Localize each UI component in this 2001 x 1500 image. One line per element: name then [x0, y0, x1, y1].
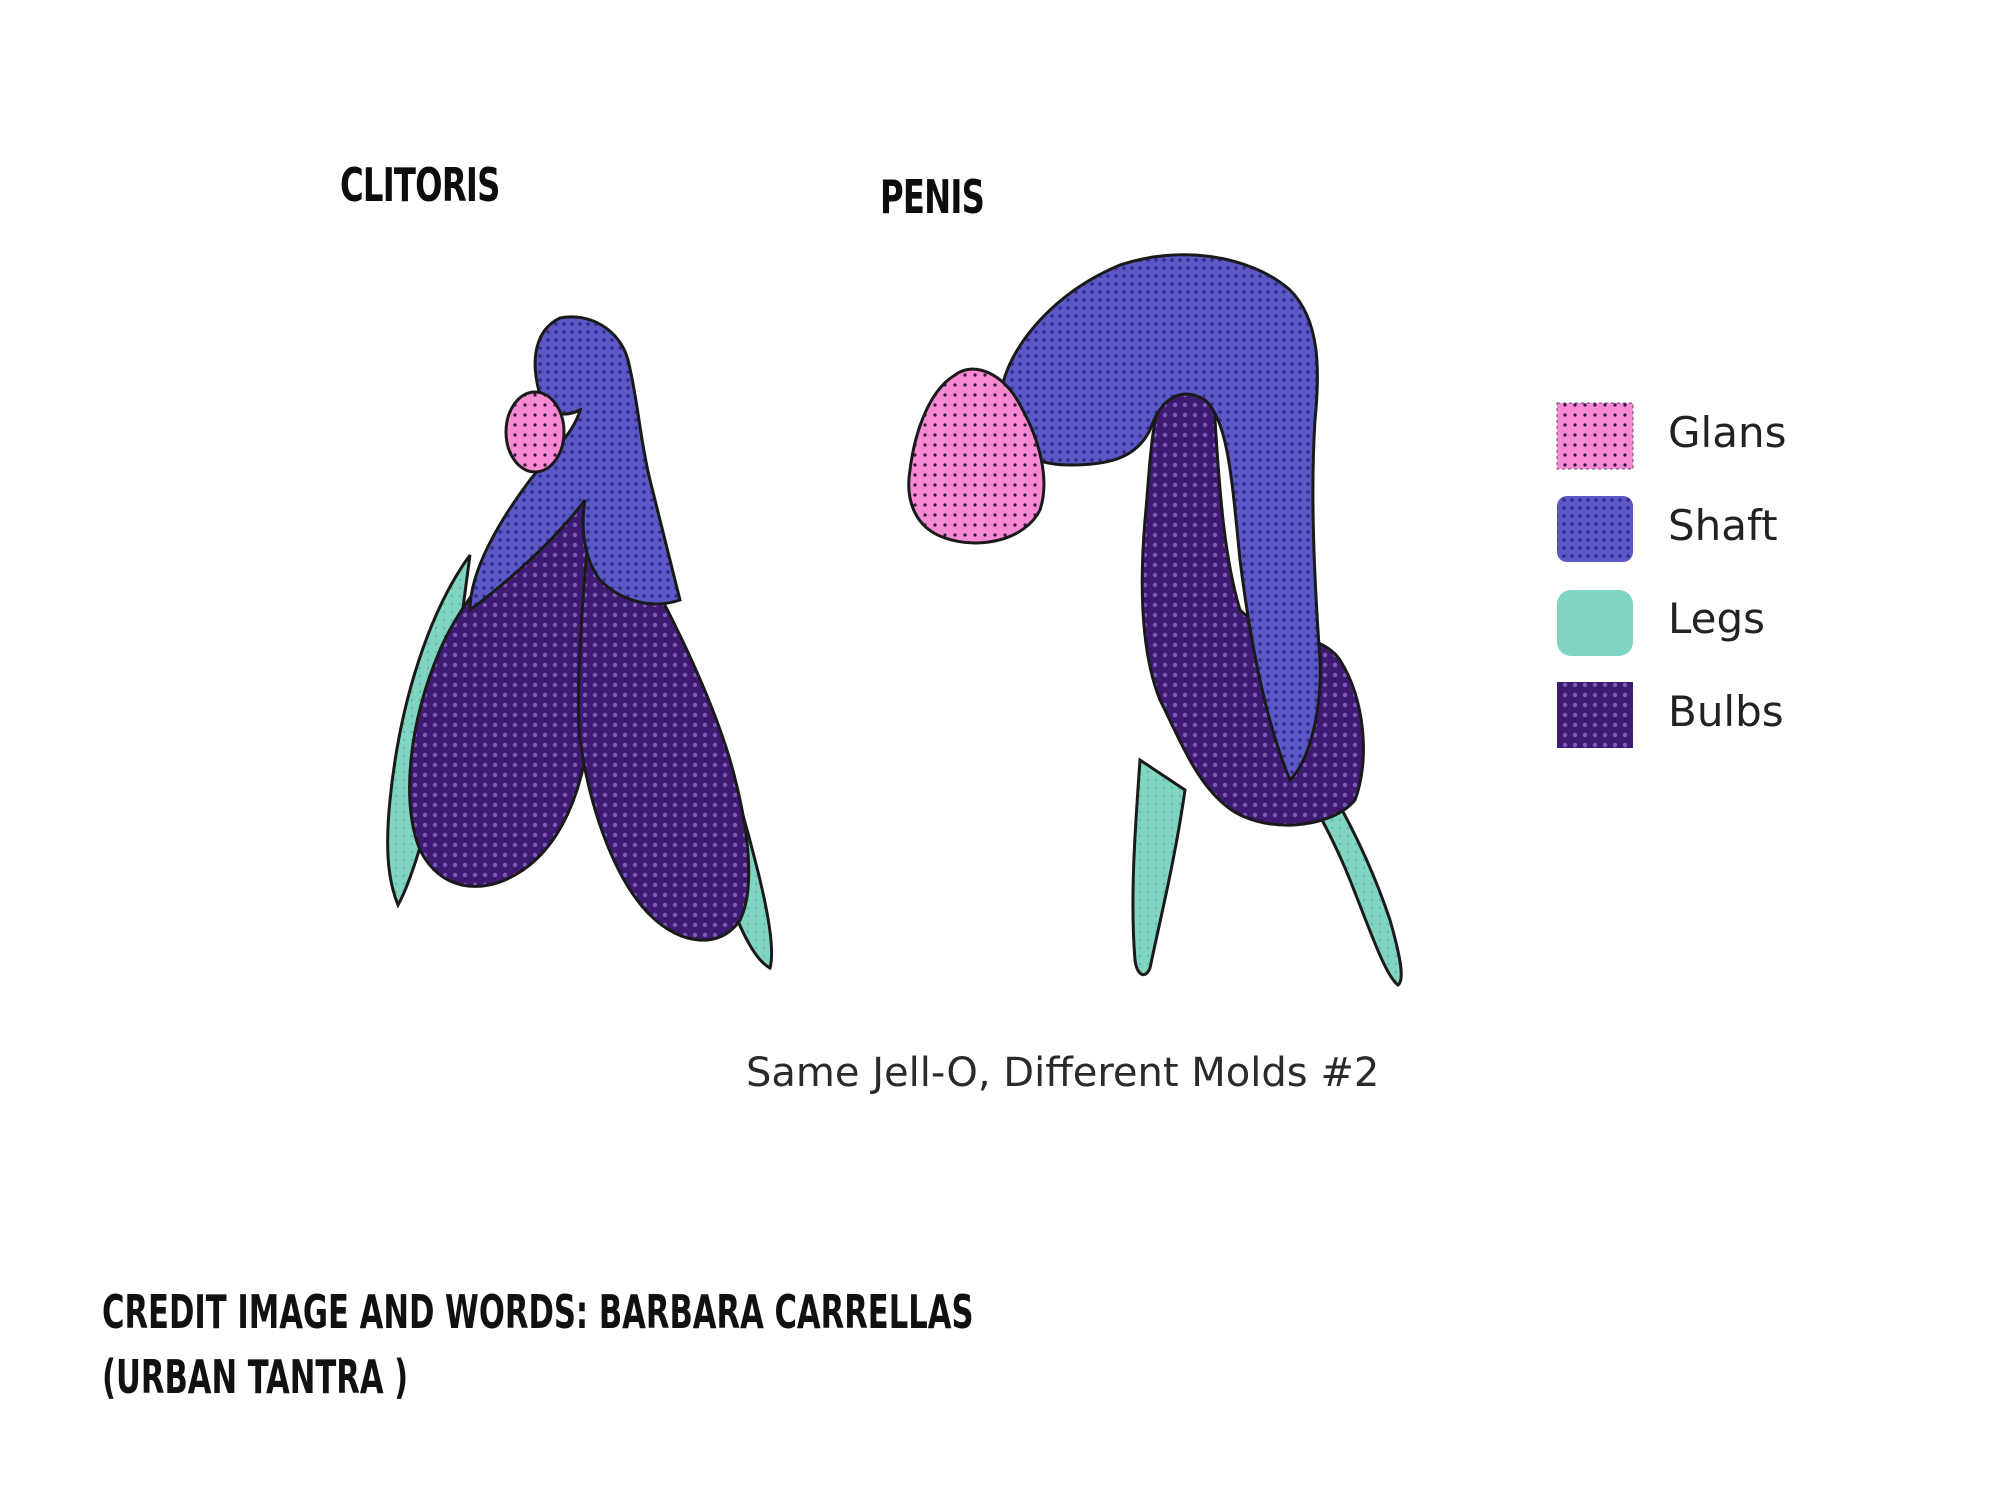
- legend-swatch-shaft: [1557, 496, 1633, 562]
- credit-line-1: CREDIT IMAGE AND WORDS: BARBARA CARRELLA…: [102, 1285, 974, 1339]
- caption: Same Jell-O, Different Molds #2: [746, 1050, 1380, 1096]
- legend-label-shaft: Shaft: [1668, 501, 1778, 550]
- penis-shaft: [998, 253, 1322, 783]
- penis-title: PENIS: [880, 170, 985, 224]
- legend-swatch-bulbs: [1557, 682, 1633, 748]
- penis-glans: [907, 367, 1046, 545]
- legend-label-legs: Legs: [1668, 594, 1766, 643]
- legend-label-bulbs: Bulbs: [1668, 687, 1784, 736]
- penis-left-leg: [1131, 757, 1187, 977]
- legend-swatch-legs: [1557, 590, 1633, 656]
- legend-swatch-glans: [1556, 402, 1634, 470]
- clitoris-shaft: [468, 315, 682, 614]
- penis-figure: [907, 253, 1403, 987]
- credit-line-2: (URBAN TANTRA ): [102, 1350, 409, 1404]
- clitoris-glans: [504, 390, 566, 474]
- clitoris-figure: [386, 315, 774, 971]
- legend-label-glans: Glans: [1668, 408, 1787, 457]
- legend: [1556, 402, 1634, 748]
- clitoris-title: CLITORIS: [340, 158, 500, 212]
